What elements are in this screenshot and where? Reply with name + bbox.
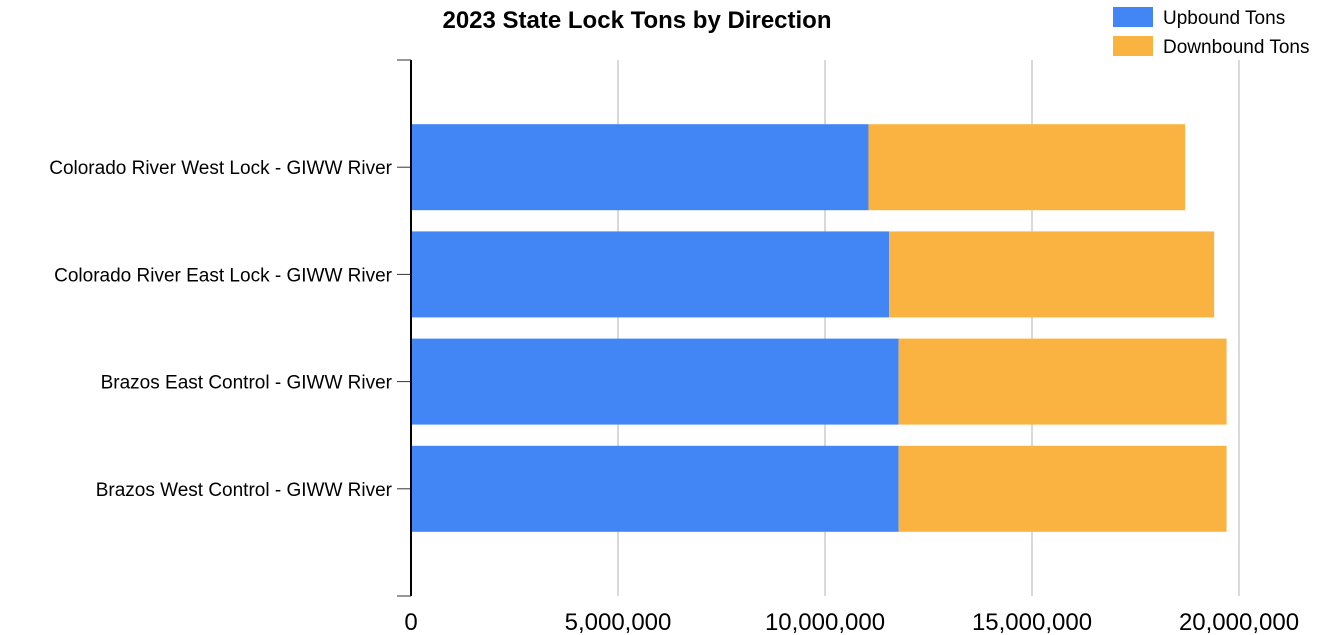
category-labels: Colorado River West Lock - GIWW River Col… bbox=[49, 158, 392, 501]
chart-title: 2023 State Lock Tons by Direction bbox=[442, 7, 831, 34]
bar-upbound-0 bbox=[411, 124, 869, 211]
legend-label-downbound: Downbound Tons bbox=[1163, 37, 1309, 58]
category-label-1: Colorado River East Lock - GIWW River bbox=[54, 265, 393, 286]
axes bbox=[397, 59, 412, 597]
tick-labels: 0 5,000,000 10,000,000 15,000,000 20,000,000 bbox=[404, 609, 1299, 635]
x-tick-label-2: 10,000,000 bbox=[765, 609, 885, 635]
category-label-3: Brazos West Control - GIWW River bbox=[96, 480, 393, 501]
legend: Upbound Tons Downbound Tons bbox=[1113, 7, 1309, 58]
bar-downbound-1 bbox=[889, 231, 1215, 318]
bar-upbound-3 bbox=[411, 445, 899, 532]
legend-label-upbound: Upbound Tons bbox=[1163, 8, 1285, 29]
bar-downbound-0 bbox=[868, 124, 1186, 211]
bar-downbound-3 bbox=[898, 445, 1227, 532]
legend-swatch-downbound bbox=[1113, 36, 1153, 56]
x-tick-label-0: 0 bbox=[404, 609, 417, 635]
bar-upbound-2 bbox=[411, 338, 899, 425]
bars bbox=[411, 124, 1227, 532]
x-tick-label-1: 5,000,000 bbox=[565, 609, 672, 635]
x-tick-label-4: 20,000,000 bbox=[1179, 609, 1299, 635]
bar-downbound-2 bbox=[898, 338, 1227, 425]
bar-upbound-1 bbox=[411, 231, 890, 318]
x-tick-label-3: 15,000,000 bbox=[972, 609, 1092, 635]
category-label-2: Brazos East Control - GIWW River bbox=[101, 373, 393, 394]
legend-swatch-upbound bbox=[1113, 7, 1153, 27]
category-label-0: Colorado River West Lock - GIWW River bbox=[49, 158, 392, 179]
